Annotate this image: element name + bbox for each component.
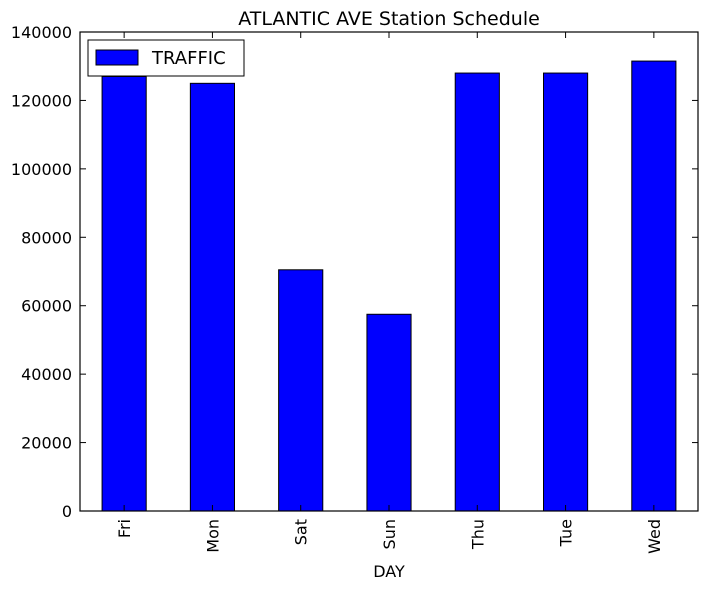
bar-sun [366, 313, 412, 512]
legend: TRAFFIC [87, 39, 245, 77]
y-axis: 0 20000 40000 60000 80000 100000 120000 140000 [11, 23, 698, 521]
x-axis: Fri Mon Sat Sun Thu Tue Wed [115, 32, 664, 554]
legend-swatch [95, 49, 139, 66]
x-axis-label: DAY [373, 562, 405, 581]
chart-title: ATLANTIC AVE Station Schedule [238, 8, 540, 30]
y-tick-label: 60000 [21, 297, 72, 316]
bar-wed [631, 60, 677, 512]
x-tick-label-sun: Sun [380, 519, 399, 549]
x-tick-label-wed: Wed [645, 519, 664, 554]
x-tick-label-mon: Mon [203, 519, 222, 553]
y-tick-label: 40000 [21, 365, 72, 384]
bars-group [101, 60, 677, 512]
bar-thu [454, 72, 500, 512]
x-tick-label-tue: Tue [557, 519, 576, 547]
x-tick-label-fri: Fri [115, 519, 134, 538]
y-tick-label: 20000 [21, 434, 72, 453]
bar-sat [278, 269, 324, 512]
bar-fri [101, 75, 147, 512]
y-tick-label: 80000 [21, 228, 72, 247]
y-tick-label: 140000 [11, 23, 72, 42]
legend-label: TRAFFIC [151, 48, 226, 69]
y-tick-label: 0 [62, 502, 72, 521]
x-tick-label-sat: Sat [292, 519, 311, 545]
bar-tue [543, 72, 589, 512]
y-tick-label: 120000 [11, 91, 72, 110]
x-tick-label-thu: Thu [468, 519, 487, 550]
y-tick-label: 100000 [11, 160, 72, 179]
bar-mon [189, 82, 236, 512]
